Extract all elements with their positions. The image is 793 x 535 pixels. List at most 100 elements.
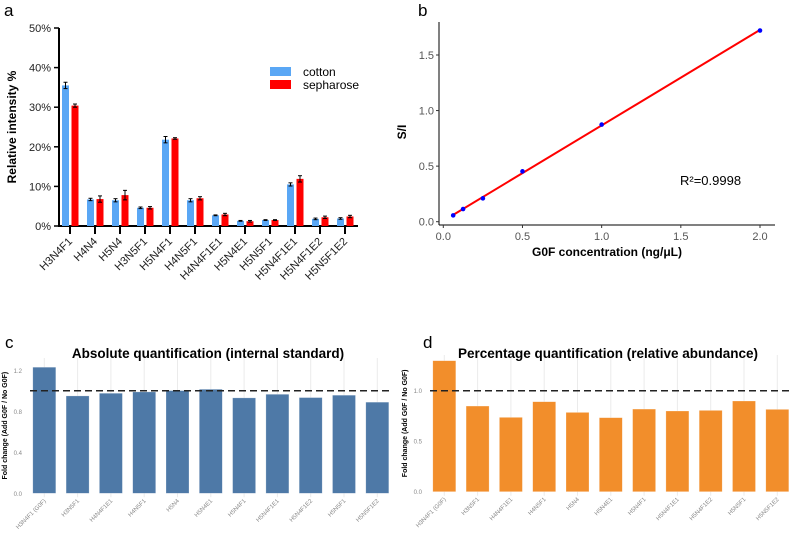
bar-sepharose [346,216,354,226]
bar [432,360,457,492]
y-tick-label: 1.0 [414,389,423,395]
x-tick-label: H5N4 [166,498,182,514]
x-tick-label: H5N4F1 [227,498,248,519]
legend-label-cotton: cotton [303,65,336,79]
x-tick-label: 0.0 [436,231,451,243]
bar-cotton [62,85,69,226]
fit-line [452,29,761,216]
bar [199,388,223,494]
bar [565,412,590,493]
y-tick-label: 0.0 [419,217,434,229]
bar-sepharose [196,198,204,226]
chart-title: Percentage quantification (relative abun… [458,346,758,361]
x-tick-label: H5N4F1E1 [656,496,682,522]
y-tick-label: 40% [29,63,51,75]
x-axis-title: G0F concentration (ng/μL) [532,245,682,259]
bar [165,390,190,494]
y-tick-label: 20% [29,142,51,154]
data-point [450,213,456,218]
y-tick-label: 50% [29,23,51,35]
bar-cotton [137,207,144,226]
x-tick-label: 2.0 [752,231,767,243]
bar-sepharose [71,105,79,226]
panel-a-chart: 0% 10% 20% 30% 40% 50% Relative intensity % H3N… [5,23,359,283]
data-point [757,28,763,33]
bar-sepharose [96,199,104,226]
y-tick-label: 0.5 [414,440,423,446]
x-tick-label: 0.5 [515,231,530,243]
x-tick-label: H3N4F1 (G0F) [15,498,47,530]
bar [365,401,390,494]
x-tick-label: H4N4F1E1 [489,496,515,522]
bar-cotton [87,199,94,226]
bar [732,400,756,493]
x-tick-label: H4N4 [72,236,100,264]
bar [332,394,356,494]
panel-c-chart: 0.0 0.4 0.8 1.2 H3N4F1 (G0F) H3N5F1 H4N4F1E1 H4… [2,346,393,531]
y-tick-label: 1.0 [419,106,434,118]
bar [99,392,123,494]
bar-sepharose [271,220,279,226]
panel-b-chart: 0.0 0.5 1.0 1.5 0.0 0.5 1.0 1.5 2.0 S/I G0F concen… [395,22,775,259]
x-tick-label: H3N5F1 [461,496,482,517]
bar-cotton [162,139,169,226]
data-point [480,196,486,201]
x-tick-label: H4N5F1 [128,498,149,519]
y-axis-title: Fold change (Add G0F / No G0F) [2,372,9,480]
x-tick-label: H5N4F1E1 [256,498,282,524]
bar-cotton [337,218,344,226]
y-tick-label: 0.0 [414,490,423,496]
legend-swatch-cotton [270,67,291,76]
x-tick-label: H3N4F1 [38,236,75,273]
bar [65,395,90,494]
bar-sepharose [296,178,304,226]
bar [499,417,523,493]
x-tick-label: H5N4F1E2 [689,496,715,522]
panel-label-a: a [4,1,14,20]
bar [665,410,690,493]
bar-sepharose [146,207,154,226]
x-tick-label: 1.5 [673,231,688,243]
y-axis-title: Fold change (Add G0F / No G0F) [402,369,409,477]
x-tick-label: H4N5F1 [528,496,549,517]
bar [765,409,790,493]
bar [598,417,623,492]
bar [698,410,723,492]
bar-sepharose [246,221,254,226]
bar-sepharose [171,138,179,226]
y-tick-label: 0.0 [14,492,23,498]
y-axis-title: Relative intensity % [5,70,19,183]
y-tick-label: 0.5 [419,161,434,173]
x-tick-label: H5N5F1E2 [755,496,781,522]
data-point [599,122,604,127]
x-tick-label: H3N4F1 (G0F) [415,497,447,529]
data-point [460,206,466,212]
bar-cotton [262,220,269,226]
x-tick-label: H5N4F1E2 [289,498,315,524]
bar-sepharose [221,214,229,226]
panel-label-d: d [423,333,432,352]
r-squared-annotation: R²=0.9998 [680,173,741,188]
bar-cotton [187,200,194,226]
legend-swatch-sepharose [270,80,291,89]
panel-d-chart: 0.0 0.5 1.0 H3N4F1 (G0F) H3N5F1 H4N4F1E1 H4N5F… [402,346,793,529]
legend-label-sepharose: sepharose [303,78,359,92]
bar-cotton [312,218,319,226]
x-tick-label: H3N5F1 [61,498,82,519]
panel-label-b: b [418,1,427,20]
bar [465,405,490,493]
bar [632,408,656,492]
bar [132,391,156,494]
bar-sepharose [121,195,129,226]
y-tick-label: 30% [29,102,51,114]
x-tick-label: H5N4E1 [594,496,615,517]
bar [265,393,290,494]
bar-cotton [112,200,119,226]
bar-cotton [237,220,244,226]
panel-label-c: c [5,333,14,352]
y-tick-label: 1.5 [419,50,434,62]
x-tick-label: H5N5F1E2 [355,498,381,524]
bar [298,397,323,494]
y-tick-label: 10% [29,181,51,193]
